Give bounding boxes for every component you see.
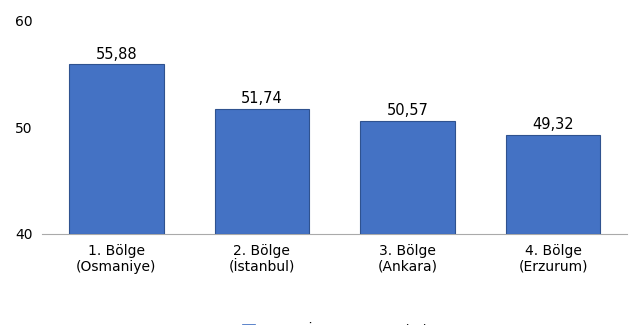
Text: 55,88: 55,88 [96,47,137,62]
Text: 50,57: 50,57 [386,103,428,119]
Text: 51,74: 51,74 [241,91,282,106]
Bar [506,135,600,234]
Legend: ENERJİ TASARRUFU (%): ENERJİ TASARRUFU (%) [241,322,428,325]
Bar [214,109,309,234]
Bar [69,64,164,234]
Bar [360,121,455,234]
Text: 49,32: 49,32 [532,117,574,132]
